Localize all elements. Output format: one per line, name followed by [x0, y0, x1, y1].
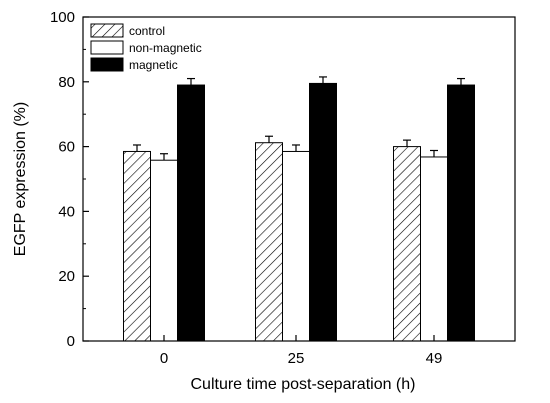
y-tick-label: 100 — [50, 9, 75, 26]
bar-non-magnetic-25 — [282, 150, 310, 342]
axes: 0 20 40 60 80 100 0 25 49 — [50, 9, 516, 367]
bar-non-magnetic-0 — [150, 159, 178, 342]
y-tick-label: 40 — [58, 203, 75, 220]
bar-non-magnetic-49 — [420, 156, 448, 342]
bar-control-49 — [393, 146, 421, 342]
legend-swatch-non-magnetic — [90, 40, 124, 55]
legend: control non-magnetic magnetic — [90, 23, 202, 72]
bar-magnetic-0 — [177, 84, 205, 342]
legend-label-control: control — [129, 24, 165, 38]
x-tick-label: 0 — [160, 350, 168, 367]
bar-control-0 — [123, 150, 151, 342]
legend-swatch-magnetic — [90, 57, 124, 72]
x-tick-label: 49 — [426, 350, 443, 367]
y-tick-label: 80 — [58, 74, 75, 91]
legend-label-non-magnetic: non-magnetic — [129, 41, 202, 55]
y-axis-title: EGFP expression (%) — [12, 102, 29, 256]
x-tick-label: 25 — [288, 350, 305, 367]
legend-swatch-control — [90, 23, 124, 38]
y-tick-label: 0 — [67, 333, 75, 350]
legend-label-magnetic: magnetic — [129, 58, 178, 72]
x-axis-title: Culture time post-separation (h) — [191, 376, 416, 393]
plot-area — [123, 76, 475, 342]
y-tick-label: 20 — [58, 268, 75, 285]
y-tick-label: 60 — [58, 139, 75, 156]
bar-control-25 — [255, 142, 283, 342]
bar-magnetic-25 — [309, 82, 337, 342]
bar-magnetic-49 — [447, 84, 475, 342]
